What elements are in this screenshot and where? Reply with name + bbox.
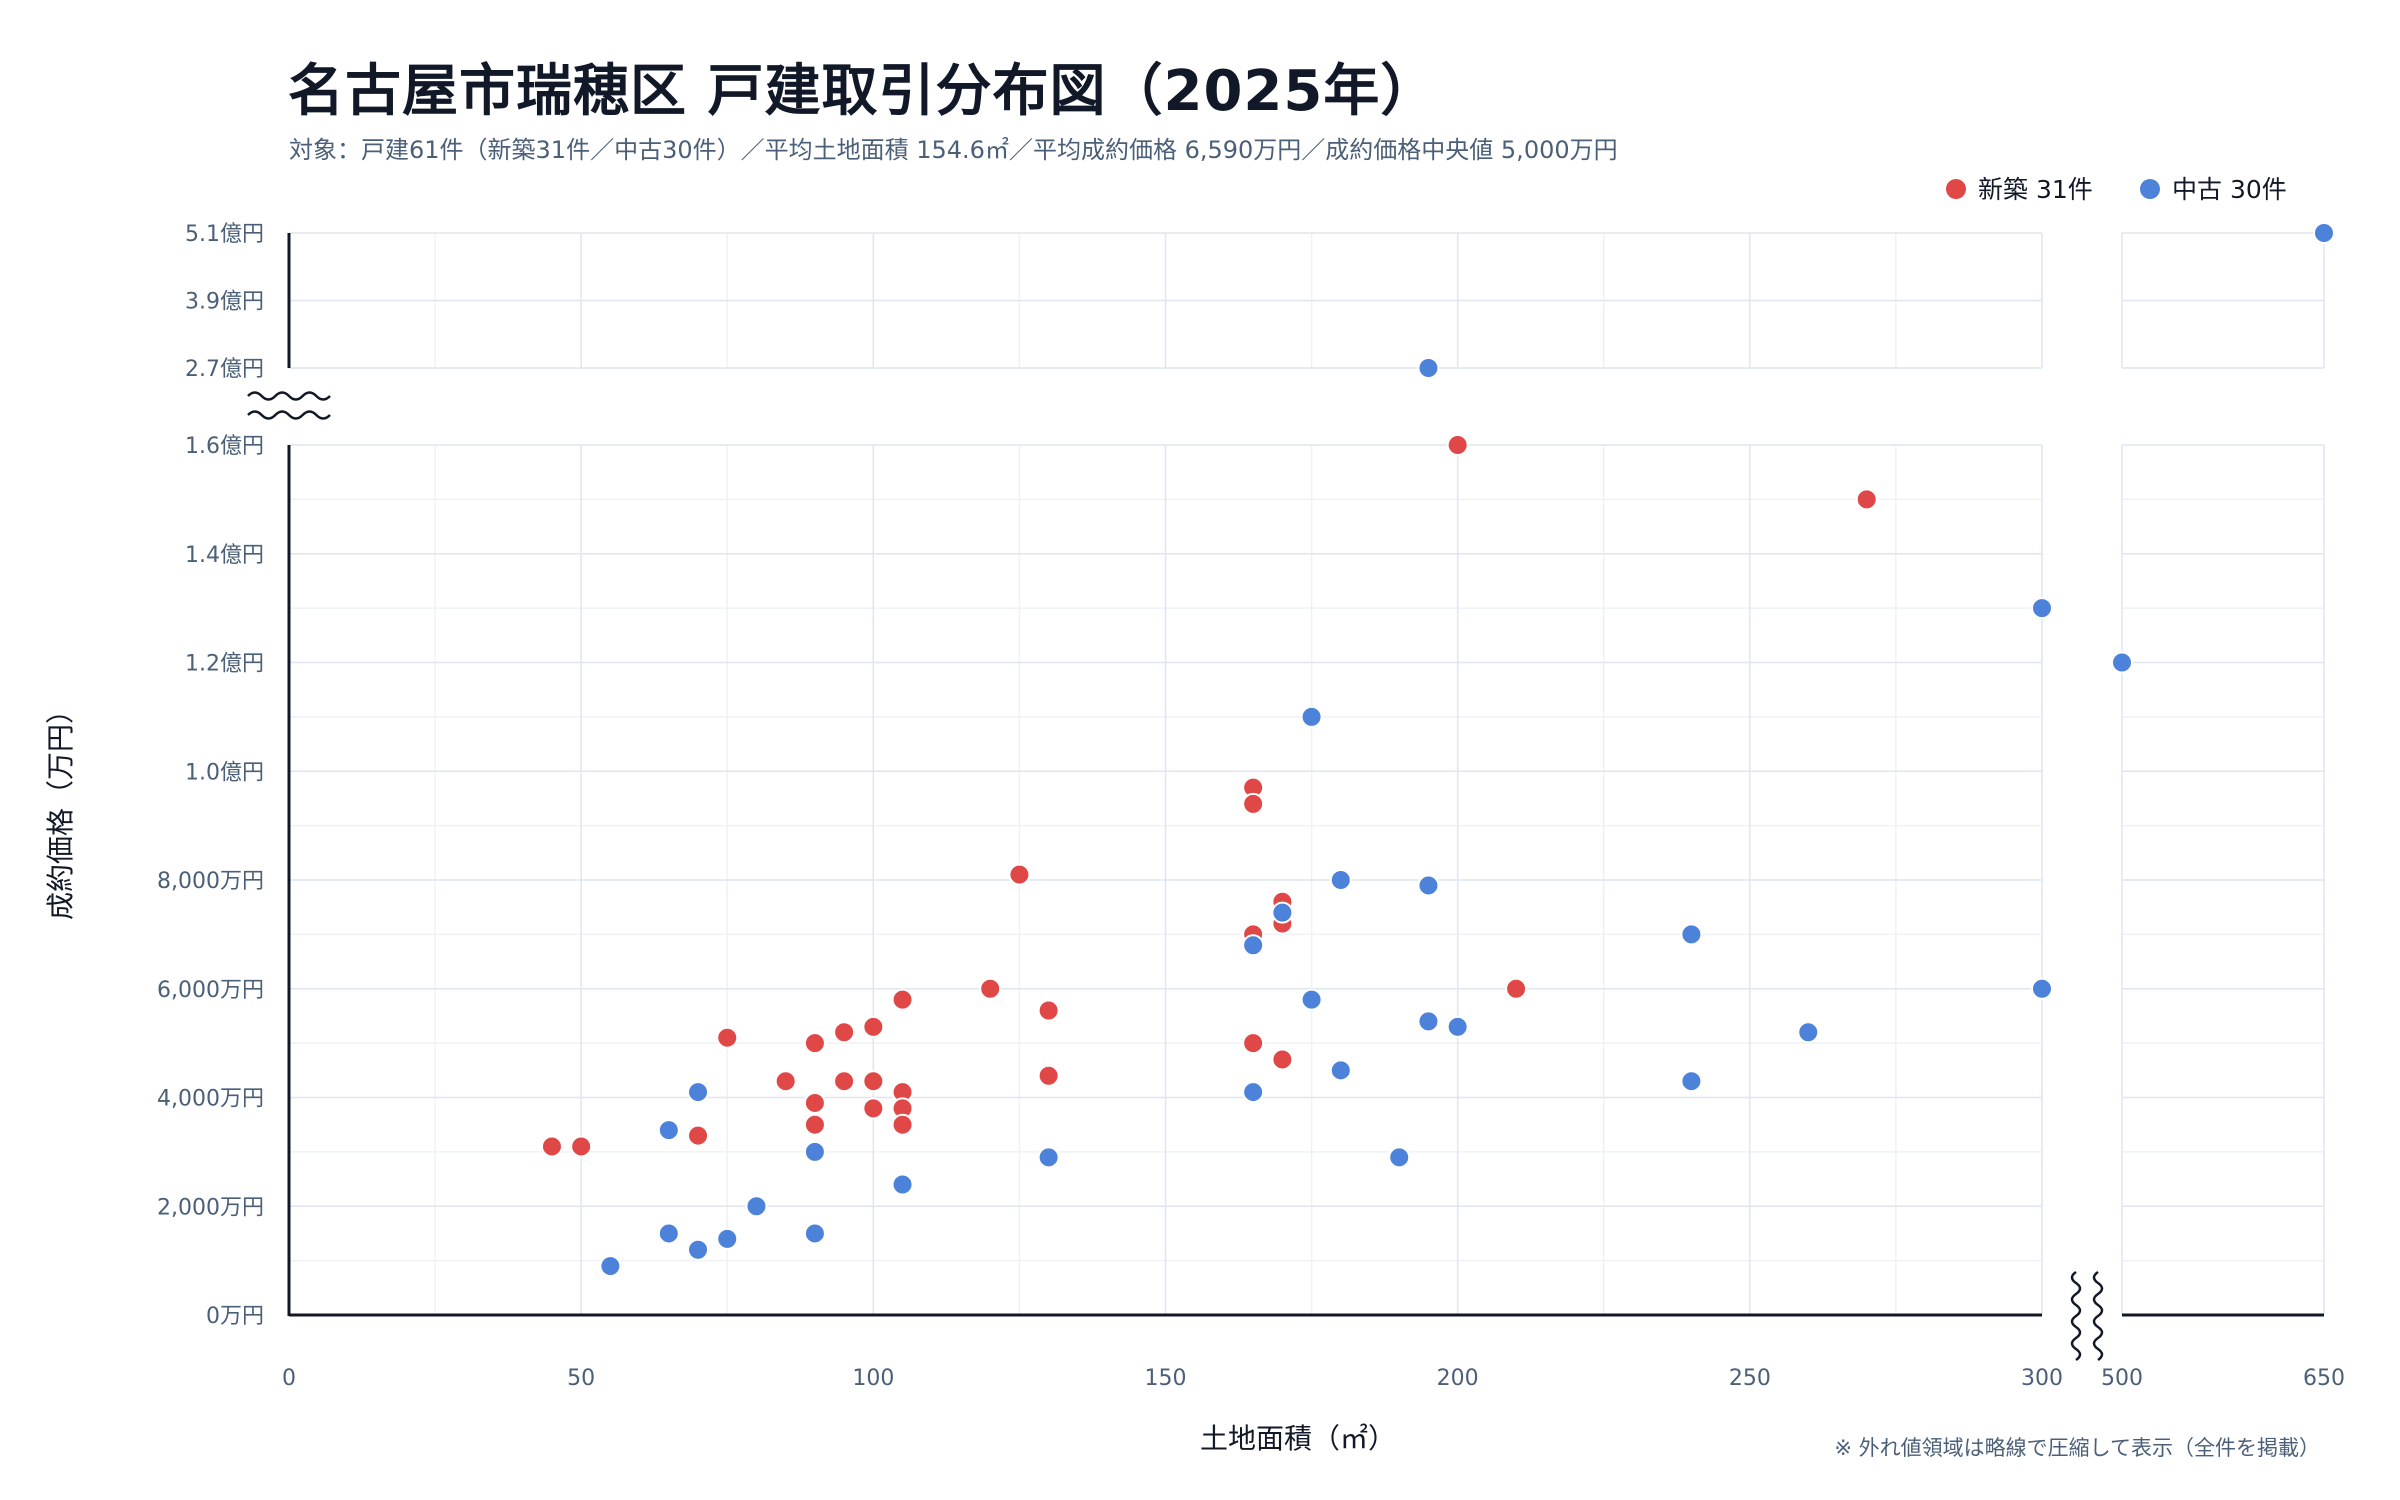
y-tick-label: 2,000万円 <box>157 1195 264 1220</box>
data-point <box>774 1070 797 1093</box>
y-tick-label: 1.0億円 <box>185 760 264 785</box>
data-point <box>1329 869 1352 891</box>
data-point <box>570 1135 593 1158</box>
data-point <box>862 1015 885 1038</box>
data-point <box>1242 792 1265 815</box>
data-point <box>1008 863 1031 886</box>
x-tick-label: 500 <box>2101 1366 2143 1391</box>
data-point <box>803 1113 826 1136</box>
data-point <box>1680 1070 1703 1093</box>
y-tick-label: 6,000万円 <box>157 978 264 1003</box>
data-point <box>1271 1048 1294 1071</box>
y-axis-break-mark <box>247 410 331 420</box>
y-tick-label: 4,000万円 <box>157 1087 264 1112</box>
chart-title: 名古屋市瑞穂区 戸建取引分布図（2025年） <box>288 59 1438 124</box>
data-point <box>1388 1146 1411 1169</box>
data-point <box>891 1113 914 1136</box>
data-point <box>803 1091 826 1114</box>
y-tick-label: 1.6億円 <box>185 434 264 459</box>
x-tick-label: 300 <box>2021 1366 2063 1391</box>
data-point <box>803 1032 826 1055</box>
data-point <box>1242 934 1265 957</box>
data-point <box>1446 434 1469 456</box>
data-point <box>1242 1081 1265 1104</box>
data-point <box>1505 977 1528 1000</box>
x-tick-label: 150 <box>1145 1366 1187 1391</box>
data-point <box>979 977 1002 1000</box>
data-point <box>803 1140 826 1163</box>
data-point <box>716 1227 739 1250</box>
data-point <box>833 1021 856 1044</box>
data-point <box>891 988 914 1011</box>
x-tick-label: 0 <box>282 1366 296 1391</box>
y-tick-label: 3.9億円 <box>185 290 264 315</box>
data-point <box>803 1222 826 1245</box>
data-point <box>1300 705 1323 728</box>
x-tick-label: 50 <box>567 1366 595 1391</box>
data-point <box>891 1173 914 1196</box>
data-point <box>1037 1064 1060 1087</box>
legend: 新築 31件 中古 30件 <box>1946 175 2287 204</box>
legend-marker <box>1946 179 1966 199</box>
data-point <box>1242 1032 1265 1055</box>
grid <box>288 232 2325 1316</box>
data-point <box>1300 988 1323 1011</box>
x-axis-break-mark <box>2092 1270 2104 1362</box>
data-point <box>2031 597 2053 620</box>
x-axis-break-mark <box>2070 1270 2082 1362</box>
y-tick-label: 8,000万円 <box>157 869 264 894</box>
data-point <box>1797 1021 1820 1044</box>
data-point <box>2031 977 2053 1000</box>
chart-note: ※ 外れ値領域は略線で圧縮して表示（全件を掲載） <box>1834 1436 2320 1460</box>
x-tick-label: 250 <box>1729 1366 1771 1391</box>
axes <box>244 233 2324 1362</box>
x-tick-label: 650 <box>2303 1366 2345 1391</box>
data-point <box>1855 488 1878 511</box>
data-point <box>1037 999 1060 1022</box>
legend-label: 中古 30件 <box>2172 175 2287 204</box>
data-points <box>540 222 2335 1278</box>
data-point <box>1417 1010 1440 1033</box>
data-point <box>1417 874 1440 897</box>
x-tick-label: 200 <box>1437 1366 1479 1391</box>
legend-label: 新築 31件 <box>1978 175 2093 204</box>
tick-labels: 0 50 100 150 200 250 300 500 650 0万円 2,000万円 4,000万… <box>157 222 2345 1391</box>
y-tick-label: 1.2億円 <box>185 652 264 677</box>
data-point <box>716 1026 739 1049</box>
data-point <box>1446 1015 1469 1038</box>
data-point <box>687 1124 710 1147</box>
data-point <box>1271 901 1294 924</box>
data-point <box>862 1097 885 1120</box>
data-point <box>833 1070 856 1093</box>
data-point <box>1037 1146 1060 1169</box>
data-point <box>745 1195 768 1218</box>
x-tick-label: 100 <box>852 1366 894 1391</box>
data-point <box>1329 1059 1352 1082</box>
chart-subtitle: 対象：戸建61件（新築31件／中古30件）／平均土地面積 154.6㎡／平均成約… <box>289 136 1618 164</box>
y-tick-label: 5.1億円 <box>185 222 264 247</box>
legend-marker <box>2140 179 2160 199</box>
data-point <box>687 1238 710 1261</box>
x-axis-title: 土地面積（㎡） <box>1200 1422 1396 1455</box>
y-axis-title: 成約価格（万円） <box>44 696 77 920</box>
data-point <box>657 1119 680 1142</box>
data-point <box>2111 651 2133 674</box>
y-tick-label: 1.4億円 <box>185 543 264 568</box>
data-point <box>599 1255 622 1278</box>
y-axis-break-gap <box>244 383 334 431</box>
data-point <box>540 1135 563 1158</box>
y-axis-break-mark <box>247 391 331 401</box>
data-point <box>1417 357 1440 379</box>
data-point <box>862 1070 885 1093</box>
y-tick-label: 0万円 <box>206 1304 264 1329</box>
data-point <box>657 1222 680 1245</box>
data-point <box>1680 923 1703 946</box>
data-point <box>2313 222 2335 244</box>
data-point <box>687 1081 710 1104</box>
y-tick-label: 2.7億円 <box>185 357 264 382</box>
